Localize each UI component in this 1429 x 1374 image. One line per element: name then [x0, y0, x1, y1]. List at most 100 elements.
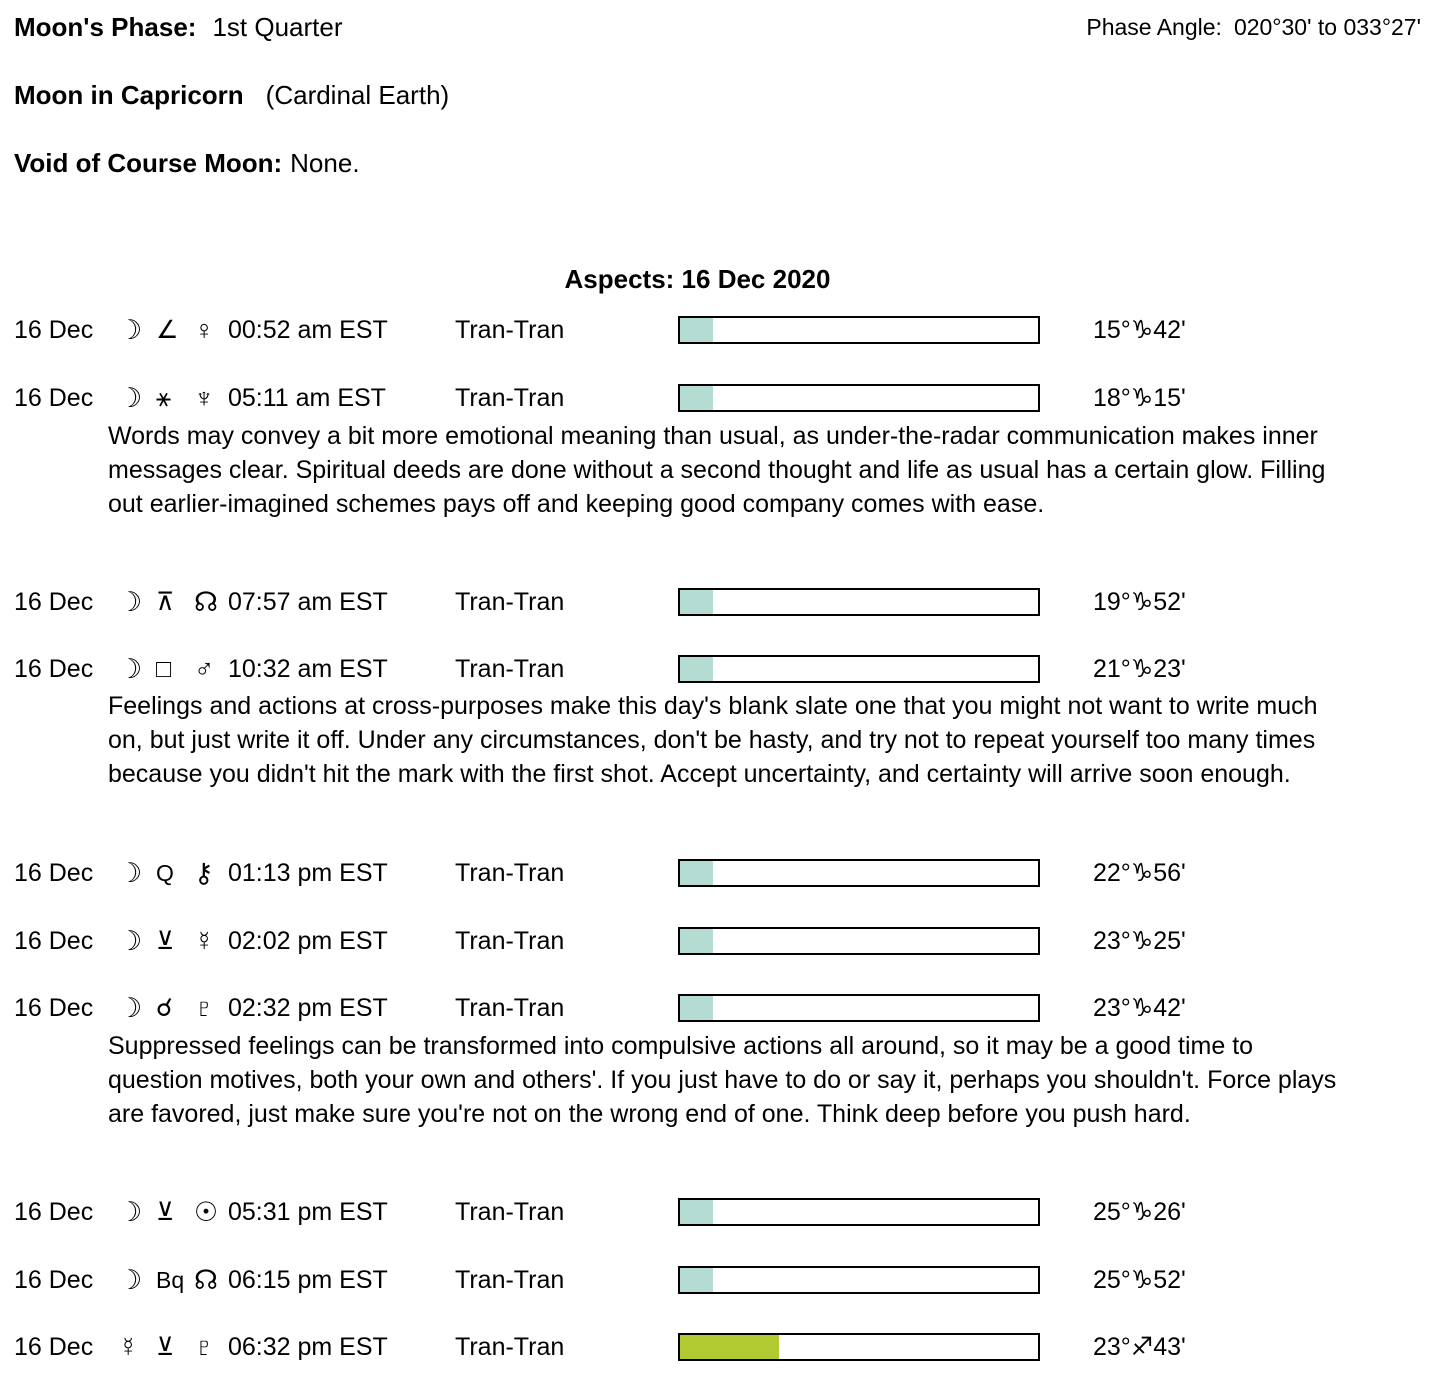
- orb-progress-fill: [680, 657, 713, 681]
- aspect-date: 16 Dec: [14, 1198, 94, 1226]
- orb-progress-bar: [678, 588, 1040, 616]
- aspect-type: Tran-Tran: [455, 655, 565, 683]
- aspect-row: 16 Dec ☽ ⊼ ☊ 07:57 am EST Tran-Tran 19°♑…: [14, 588, 1424, 616]
- pluto-icon: ♇: [194, 1332, 215, 1362]
- aspect-time: 10:32 am EST: [228, 655, 388, 683]
- aspect-date: 16 Dec: [14, 384, 94, 412]
- square-icon: □: [156, 655, 172, 683]
- moon-icon: ☽: [118, 858, 143, 888]
- aspect-time: 05:11 am EST: [228, 384, 386, 412]
- north-node-icon: ☊: [194, 587, 218, 617]
- biquintile-icon: Bq: [156, 1267, 185, 1293]
- phase-angle-label: Phase Angle:: [1086, 14, 1222, 40]
- aspect-type: Tran-Tran: [455, 1333, 565, 1361]
- semisextile-icon: ⊻: [156, 1333, 175, 1361]
- moon-icon: ☽: [118, 315, 143, 345]
- aspect-type: Tran-Tran: [455, 384, 565, 412]
- aspect-date: 16 Dec: [14, 859, 94, 887]
- conjunction-icon: ☌: [156, 994, 173, 1022]
- mars-icon: ♂: [194, 654, 215, 684]
- aspect-interpretation: Suppressed feelings can be transformed i…: [108, 1032, 1337, 1128]
- orb-progress-bar: [678, 1266, 1040, 1294]
- quintile-icon: Q: [156, 860, 174, 886]
- aspect-time: 00:52 am EST: [228, 316, 388, 344]
- aspect-degree: 25°♑26': [1093, 1198, 1186, 1226]
- aspect-type: Tran-Tran: [455, 927, 565, 955]
- moon-phase-label: Moon's Phase:: [14, 12, 197, 42]
- orb-progress-bar: [678, 859, 1040, 887]
- moon-phase-value: 1st Quarter: [212, 12, 343, 42]
- sun-icon: ☉: [194, 1197, 219, 1227]
- moon-sign-value: (Cardinal Earth): [265, 80, 450, 110]
- aspect-type: Tran-Tran: [455, 994, 565, 1022]
- moon-icon: ☽: [118, 654, 143, 684]
- aspect-row: 16 Dec ☽ Bq ☊ 06:15 pm EST Tran-Tran 25°…: [14, 1266, 1424, 1294]
- void-of-course-label: Void of Course Moon:: [14, 148, 283, 178]
- aspect-row: 16 Dec ☽ □ ♂ 10:32 am EST Tran-Tran 21°♑…: [14, 655, 1424, 683]
- orb-progress-fill: [680, 929, 713, 953]
- aspect-type: Tran-Tran: [455, 1266, 565, 1294]
- orb-progress-bar: [678, 655, 1040, 683]
- aspect-time: 02:02 pm EST: [228, 927, 388, 955]
- semisquare-icon: ∠: [156, 316, 179, 344]
- aspect-degree: 19°♑52': [1093, 588, 1186, 616]
- quincunx-icon: ⊼: [156, 588, 175, 616]
- aspect-interpretation: Words may convey a bit more emotional me…: [108, 422, 1326, 518]
- orb-progress-fill: [680, 996, 713, 1020]
- aspects-title: Aspects: 16 Dec 2020: [564, 264, 831, 294]
- aspect-type: Tran-Tran: [455, 859, 565, 887]
- aspect-date: 16 Dec: [14, 316, 94, 344]
- aspect-row: 16 Dec ☽ ☌ ♇ 02:32 pm EST Tran-Tran 23°♑…: [14, 994, 1424, 1022]
- aspect-type: Tran-Tran: [455, 1198, 565, 1226]
- orb-progress-fill: [680, 318, 713, 342]
- aspect-time: 06:32 pm EST: [228, 1333, 388, 1361]
- aspect-date: 16 Dec: [14, 927, 94, 955]
- aspect-date: 16 Dec: [14, 655, 94, 683]
- aspect-degree: 22°♑56': [1093, 859, 1186, 887]
- moon-icon: ☽: [118, 926, 143, 956]
- moon-icon: ☽: [118, 1197, 143, 1227]
- orb-progress-fill: [680, 386, 713, 410]
- aspect-time: 01:13 pm EST: [228, 859, 388, 887]
- aspect-row: 16 Dec ☽ ⊻ ☿ 02:02 pm EST Tran-Tran 23°♑…: [14, 927, 1424, 955]
- aspect-date: 16 Dec: [14, 588, 94, 616]
- aspect-date: 16 Dec: [14, 1333, 94, 1361]
- phase-angle-value: 020°30' to 033°27': [1233, 14, 1421, 40]
- aspect-row: 16 Dec ☽ ∠ ♀ 00:52 am EST Tran-Tran 15°♑…: [14, 316, 1424, 344]
- moon-icon: ☽: [118, 383, 143, 413]
- aspect-degree: 23°♐43': [1093, 1333, 1186, 1361]
- mercury-icon: ☿: [118, 1332, 139, 1362]
- aspect-degree: 21°♑23': [1093, 655, 1186, 683]
- void-of-course-value: None.: [290, 148, 360, 178]
- orb-progress-bar: [678, 1333, 1040, 1361]
- north-node-icon: ☊: [194, 1265, 218, 1295]
- aspect-type: Tran-Tran: [455, 588, 565, 616]
- orb-progress-bar: [678, 927, 1040, 955]
- orb-progress-fill: [680, 861, 713, 885]
- orb-progress-fill: [680, 1200, 713, 1224]
- aspect-interpretation: Feelings and actions at cross-purposes m…: [108, 692, 1318, 788]
- chiron-icon: ⚷: [194, 858, 214, 888]
- neptune-icon: ♆: [194, 383, 215, 413]
- aspect-degree: 23°♑42': [1093, 994, 1186, 1022]
- aspect-date: 16 Dec: [14, 1266, 94, 1294]
- moon-sign-label: Moon in Capricorn: [14, 80, 244, 110]
- aspect-row: 16 Dec ☽ ⚹ ♆ 05:11 am EST Tran-Tran 18°♑…: [14, 384, 1424, 412]
- void-of-course-line: Void of Course Moon: None.: [14, 148, 360, 179]
- aspect-time: 05:31 pm EST: [228, 1198, 388, 1226]
- aspect-degree: 23°♑25': [1093, 927, 1186, 955]
- aspect-row: 16 Dec ☿ ⊻ ♇ 06:32 pm EST Tran-Tran 23°♐…: [14, 1333, 1424, 1361]
- aspect-row: 16 Dec ☽ Q ⚷ 01:13 pm EST Tran-Tran 22°♑…: [14, 859, 1424, 887]
- phase-angle: Phase Angle: 020°30' to 033°27': [1086, 14, 1421, 41]
- aspect-date: 16 Dec: [14, 994, 94, 1022]
- moon-icon: ☽: [118, 587, 143, 617]
- mercury-icon: ☿: [194, 926, 215, 956]
- aspect-degree: 15°♑42': [1093, 316, 1186, 344]
- aspect-degree: 18°♑15': [1093, 384, 1186, 412]
- orb-progress-bar: [678, 316, 1040, 344]
- aspect-time: 06:15 pm EST: [228, 1266, 388, 1294]
- aspect-degree: 25°♑52': [1093, 1266, 1186, 1294]
- moon-phase-line: Moon's Phase: 1st Quarter: [14, 12, 343, 43]
- orb-progress-fill: [680, 1335, 779, 1359]
- orb-progress-fill: [680, 590, 713, 614]
